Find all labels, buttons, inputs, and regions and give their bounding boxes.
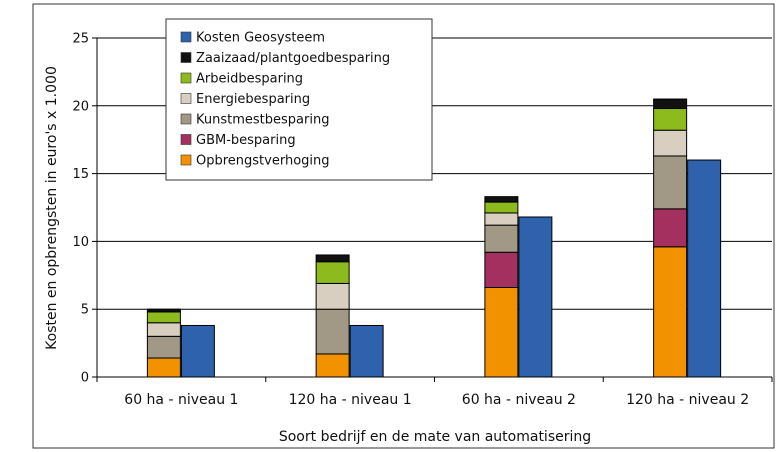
- bar-segment: [484, 224, 519, 253]
- bars: [146, 98, 722, 378]
- bar-segment: [146, 335, 181, 359]
- bar-segment: [146, 311, 181, 324]
- x-axis-title: Soort bedrijf en de mate van automatiser…: [279, 429, 591, 445]
- bar-segment: [484, 212, 519, 226]
- y-tick-label: 0: [81, 371, 89, 386]
- y-tick-label: 20: [72, 99, 89, 114]
- bar-cost: [349, 324, 384, 378]
- axes: [92, 37, 773, 382]
- bar-segment: [484, 201, 519, 214]
- bar-segment: [315, 261, 350, 284]
- y-tick-label: 25: [72, 32, 89, 47]
- bar-segment: [315, 254, 350, 263]
- bar-cost: [180, 324, 215, 378]
- x-tick-label: 60 ha - niveau 2: [462, 392, 576, 408]
- legend-swatch: [180, 72, 192, 84]
- bar-segment: [653, 98, 688, 110]
- legend-label: GBM-besparing: [196, 133, 296, 148]
- bar-segment: [653, 129, 688, 157]
- legend-label: Opbrengstverhoging: [196, 154, 330, 169]
- y-tick-label: 5: [81, 303, 89, 318]
- bar-cost: [687, 159, 722, 378]
- bar-segment: [146, 308, 181, 313]
- bar-cost: [518, 216, 553, 378]
- bar-segment: [315, 308, 350, 355]
- legend-swatch: [180, 154, 192, 166]
- x-tick-label: 120 ha - niveau 1: [289, 392, 412, 408]
- x-tick-label: 60 ha - niveau 1: [124, 392, 238, 408]
- bar-segment: [484, 287, 519, 378]
- x-tick-label: 120 ha - niveau 2: [626, 392, 749, 408]
- y-axis-title: Kosten en opbrengsten in euro's x 1.000: [44, 66, 60, 350]
- bar-segment: [653, 108, 688, 131]
- bar-segment: [653, 155, 688, 210]
- legend-swatch: [180, 31, 192, 43]
- legend-swatch: [180, 134, 192, 145]
- legend-box: [165, 18, 433, 181]
- legend-label: Arbeidbesparing: [196, 72, 303, 87]
- legend-label: Kosten Geosysteem: [196, 31, 325, 46]
- y-tick-labels: 0 5 10 15 20 25: [72, 32, 89, 386]
- x-tick-labels: 60 ha - niveau 1 120 ha - niveau 1 60 ha -…: [124, 392, 749, 408]
- legend-label: Kunstmestbesparing: [196, 113, 329, 128]
- y-tick-label: 15: [72, 167, 89, 182]
- legend-label: Zaaizaad/plantgoedbesparing: [196, 51, 390, 66]
- legend: Kosten Geosysteem Zaaizaad/plantgoedbespa…: [165, 18, 433, 181]
- bar-segment: [146, 357, 181, 378]
- bar-segment: [484, 196, 519, 203]
- bar-segment: [146, 322, 181, 337]
- bar-segment: [484, 251, 519, 289]
- legend-label: Energiebesparing: [196, 92, 310, 107]
- y-tick-label: 10: [72, 235, 89, 250]
- bar-segment: [315, 282, 350, 310]
- legend-swatch: [180, 93, 192, 104]
- legend-swatch: [180, 52, 192, 63]
- bar-segment: [315, 353, 350, 378]
- legend-swatch: [180, 113, 192, 125]
- bar-segment: [653, 208, 688, 248]
- bar-segment: [653, 246, 688, 378]
